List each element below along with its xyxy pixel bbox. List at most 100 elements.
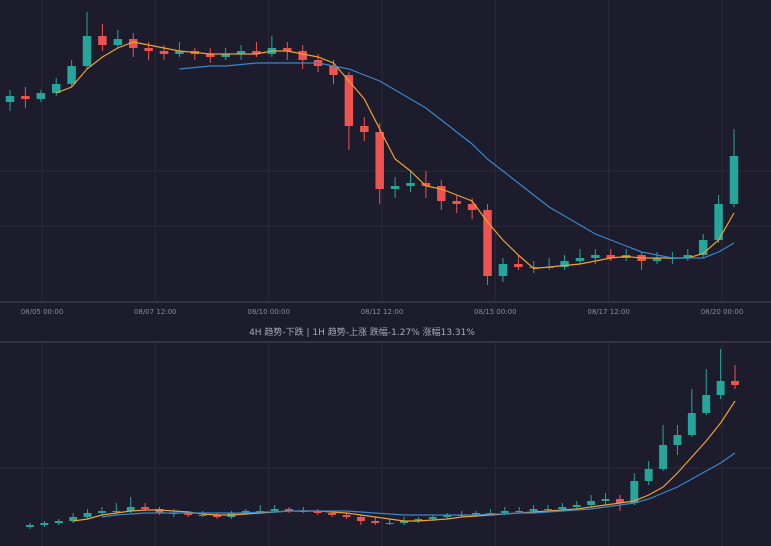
candle-body [500,511,509,513]
candle-body [40,523,49,525]
candle-body [36,93,46,99]
candle-body [385,523,394,524]
candle-body [128,39,138,48]
candle-body [26,525,34,527]
candle-body [390,186,400,189]
candle-body [452,201,461,204]
candle-body [198,515,207,516]
candle-body [83,513,92,517]
candle-body [615,499,624,503]
candle-body [113,39,123,45]
candle-body [575,258,585,261]
moving-average-line [73,400,736,522]
x-tick-label: 08/20 00:00 [701,308,744,316]
x-tick-label: 08/05 00:00 [21,308,64,316]
candle-body [97,511,106,513]
candle-body [558,507,567,509]
candle-body [716,381,725,395]
candle-body [400,521,409,523]
candle-body [560,261,569,267]
candle-body [544,509,552,510]
candle-body [144,48,153,51]
candle-body [155,509,164,513]
moving-average-line [55,41,735,270]
candle-body [414,519,423,521]
candle-body [371,521,380,523]
candle-body [285,509,293,511]
candle-body [184,513,193,515]
candle-body [702,395,711,413]
candle-body [572,505,581,507]
moving-average-line [179,62,735,259]
moving-average-line [101,452,736,518]
candle-body [437,186,446,201]
candle-body [236,51,246,54]
candle-body [443,515,452,517]
candle-body [729,156,739,204]
candle-body [54,521,63,523]
candle-body [313,511,322,513]
candle-body [213,515,221,517]
candle-body [221,54,230,57]
candle-body [683,255,693,258]
candle-body [630,481,639,503]
candle-body [283,48,292,51]
candle-body [298,51,307,60]
candle-body [731,381,739,385]
candle-body [472,513,480,515]
candle-body [344,75,354,126]
candle-body [529,509,538,511]
candle-body [644,469,653,481]
candle-body [206,54,215,57]
candle-body [67,66,76,84]
candle-body [659,445,668,469]
x-tick-label: 08/12 12:00 [361,308,404,316]
candle-body [421,183,431,186]
candle-body [529,267,538,268]
candle-body [175,51,184,54]
candle-body [159,51,169,54]
candle-body [467,204,477,210]
candle-body [328,513,337,515]
candle-body [112,511,121,512]
candle-body [406,183,415,186]
candle-body [514,264,523,267]
candle-body [82,36,92,66]
candle-body [601,499,610,501]
status-text: 4H 趋势-下跌 | 1H 趋势-上涨 跌幅-1.27% 涨幅13.31% [249,326,475,338]
x-tick-label: 08/07 12:00 [134,308,177,316]
x-tick-label: 08/17 12:00 [587,308,630,316]
candle-body [360,126,369,132]
candle-body [587,501,596,505]
x-tick-label: 08/15 00:00 [474,308,517,316]
candle-body [687,413,696,435]
candle-body [428,517,437,519]
candle-body [591,255,600,258]
candle-body [498,264,508,276]
candle-body [5,96,15,102]
candle-body [270,509,279,511]
candle-body [126,507,135,511]
candle-body [69,517,78,521]
candle-body [714,204,723,240]
x-tick-label: 08/10 00:00 [247,308,290,316]
candle-body [698,240,708,255]
candle-body [606,255,616,258]
candle-body [375,132,384,189]
candle-body [342,515,351,517]
candle-body [241,511,250,513]
candle-body [356,517,365,521]
candle-body [329,66,338,75]
candle-body [673,435,682,445]
candle-body [252,51,261,54]
candle-body [21,96,30,99]
candle-body [98,36,107,45]
candle-body [51,84,61,93]
candle-body [483,210,492,276]
candle-body [141,507,150,509]
candle-body [652,258,662,261]
candle-body [515,511,524,512]
